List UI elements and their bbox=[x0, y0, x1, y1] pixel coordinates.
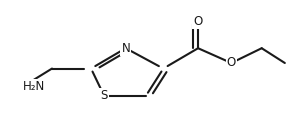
Text: N: N bbox=[121, 42, 130, 55]
Text: O: O bbox=[193, 15, 203, 28]
Text: H₂N: H₂N bbox=[23, 80, 45, 93]
Text: O: O bbox=[227, 56, 236, 70]
Text: S: S bbox=[100, 89, 108, 102]
